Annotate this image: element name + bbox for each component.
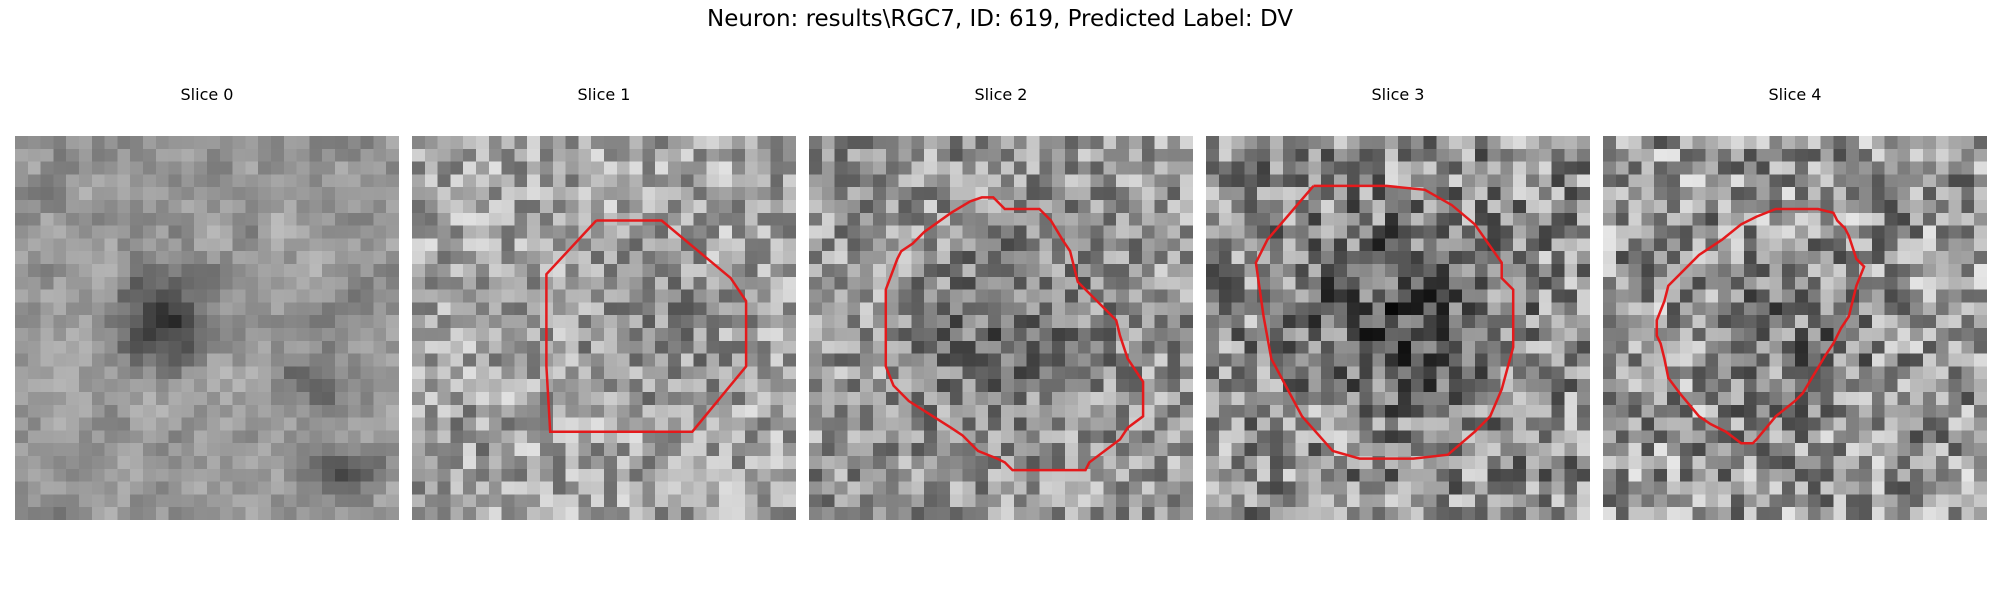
roi-contour <box>545 219 748 433</box>
roi-contour <box>884 196 1145 472</box>
slice-image <box>809 136 1193 520</box>
slice-image <box>1206 136 1590 520</box>
slice-title: Slice 1 <box>577 85 631 104</box>
slice-pixel-grid <box>1206 136 1590 520</box>
slice-pixel-grid <box>412 136 796 520</box>
slice-title: Slice 4 <box>1768 85 1822 104</box>
slice-title: Slice 3 <box>1371 85 1425 104</box>
slice-title: Slice 2 <box>974 85 1028 104</box>
slice-pixel-grid <box>809 136 1193 520</box>
slice-title: Slice 0 <box>180 85 234 104</box>
slice-image <box>15 136 399 520</box>
slice-image <box>1603 136 1987 520</box>
roi-contour <box>1655 207 1866 445</box>
figure-title: Neuron: results\RGC7, ID: 619, Predicted… <box>706 6 1294 32</box>
slice-pixel-grid <box>15 136 399 520</box>
slice-image <box>412 136 796 520</box>
roi-contour <box>1254 184 1515 460</box>
slice-pixel-grid <box>1603 136 1987 520</box>
